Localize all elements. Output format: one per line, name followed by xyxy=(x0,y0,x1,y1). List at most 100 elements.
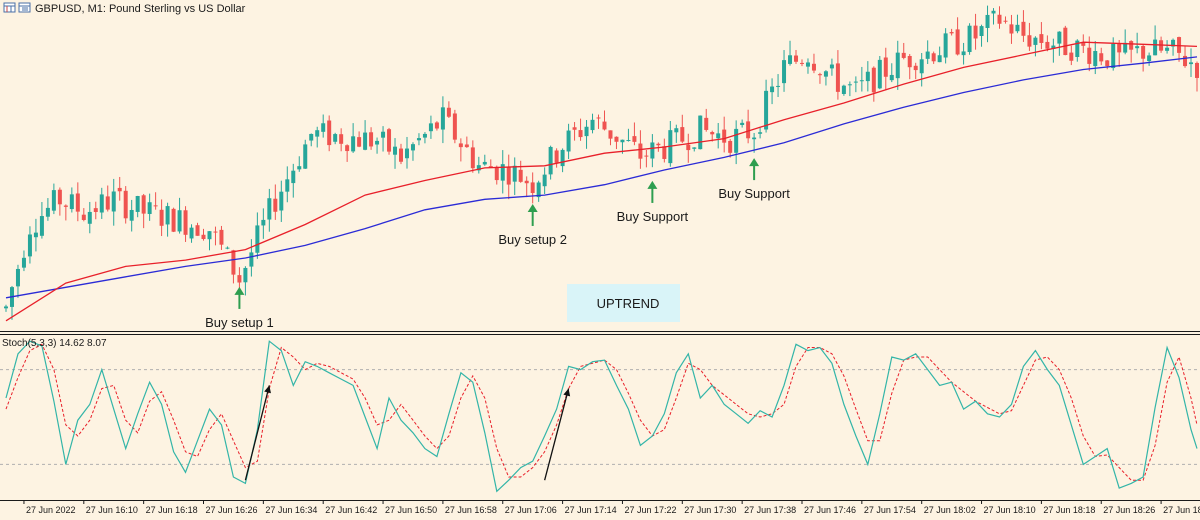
candle xyxy=(165,202,170,237)
candle xyxy=(644,149,649,168)
candle xyxy=(452,109,457,144)
candle xyxy=(841,84,846,96)
x-tick-label: 27 Jun 16:58 xyxy=(445,505,497,515)
candle xyxy=(979,24,984,47)
candle-body xyxy=(752,137,757,140)
candle xyxy=(482,154,487,166)
candle-body xyxy=(997,14,1002,24)
candle-body xyxy=(638,143,643,159)
x-tick-label: 27 Jun 18:18 xyxy=(1043,505,1095,515)
candle xyxy=(327,115,332,152)
candle-body xyxy=(243,267,248,283)
candle xyxy=(285,166,290,203)
candle xyxy=(560,148,565,173)
candle-body xyxy=(500,164,505,181)
candle xyxy=(931,51,936,64)
candle-body xyxy=(249,252,254,267)
candle-body xyxy=(542,174,547,187)
candle xyxy=(195,222,200,236)
candle xyxy=(500,150,505,194)
candle xyxy=(883,47,888,91)
candle xyxy=(907,54,912,80)
candle-body xyxy=(111,191,116,212)
candle xyxy=(758,127,763,139)
candle-body xyxy=(578,130,583,138)
candle-body xyxy=(722,129,727,143)
candle xyxy=(81,208,86,222)
candle xyxy=(57,187,62,216)
candle xyxy=(799,59,804,67)
candle-body xyxy=(404,148,409,159)
candle-body xyxy=(1057,31,1062,44)
candle-body xyxy=(650,142,655,159)
candle-body xyxy=(267,198,272,220)
candle xyxy=(339,128,344,152)
candle-body xyxy=(1087,47,1092,64)
candle-body xyxy=(871,67,876,93)
candle xyxy=(243,266,248,296)
candle xyxy=(865,61,870,92)
candle xyxy=(512,157,517,196)
candle-body xyxy=(782,60,787,84)
candle xyxy=(267,188,272,232)
candle-body xyxy=(584,126,589,137)
candle xyxy=(746,109,751,144)
candle-body xyxy=(805,62,810,67)
trend-arrow-icon xyxy=(244,385,271,481)
price-panel: Buy setup 1 Buy setup 2 Buy Support Buy Sup… xyxy=(4,5,1199,330)
candle xyxy=(811,53,816,74)
candle-body xyxy=(817,74,822,76)
x-tick-label: 27 Jun 17:46 xyxy=(804,505,856,515)
candle xyxy=(686,133,691,163)
x-tick-label: 27 Jun 17:14 xyxy=(565,505,617,515)
candle xyxy=(470,140,475,173)
candle-body xyxy=(399,148,404,162)
candle xyxy=(219,225,224,250)
candle xyxy=(554,148,559,168)
candle xyxy=(464,136,469,148)
candle-body xyxy=(811,63,816,71)
candle-body xyxy=(303,144,308,169)
candle-body xyxy=(734,128,739,153)
candle xyxy=(698,115,703,150)
candle-body xyxy=(1081,42,1086,46)
candle xyxy=(1045,35,1050,52)
candle-body xyxy=(440,107,445,130)
candle-body xyxy=(488,166,493,168)
candle xyxy=(111,178,116,226)
candle-body xyxy=(973,25,978,39)
x-tick-label: 27 Jun 16:26 xyxy=(206,505,258,515)
candle xyxy=(937,46,942,63)
candle xyxy=(943,28,948,64)
candle xyxy=(692,147,697,152)
candle-body xyxy=(686,144,691,151)
candle-body xyxy=(315,130,320,137)
candle xyxy=(734,120,739,165)
candle-body xyxy=(416,138,421,141)
candle xyxy=(171,207,176,233)
candle xyxy=(548,145,553,180)
candle xyxy=(87,201,92,234)
candle-body xyxy=(602,121,607,130)
candle-body xyxy=(524,180,529,184)
x-tick-label: 27 Jun 17:22 xyxy=(624,505,676,515)
candle xyxy=(662,138,667,163)
candle xyxy=(410,142,415,161)
candle xyxy=(895,40,900,90)
candle-body xyxy=(1009,24,1014,34)
candle xyxy=(997,6,1002,29)
candle-body xyxy=(692,147,697,149)
candle xyxy=(303,139,308,170)
candle xyxy=(345,144,350,162)
annotation-label: Buy Support xyxy=(617,209,689,224)
candle-body xyxy=(626,140,631,142)
candle-body xyxy=(183,210,188,235)
x-tick-label: 27 Jun 17:38 xyxy=(744,505,796,515)
candle-body xyxy=(895,52,900,79)
candle xyxy=(602,110,607,131)
candle xyxy=(1105,60,1110,70)
candle xyxy=(393,138,398,169)
candle xyxy=(764,79,769,133)
